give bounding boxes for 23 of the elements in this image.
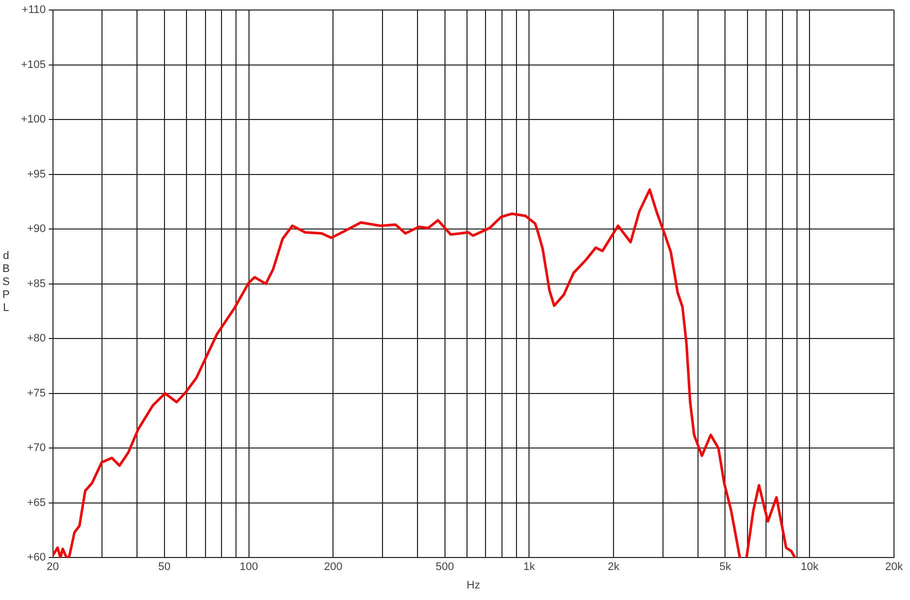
x-tick-label: 100 [240,561,258,574]
x-tick-label: 200 [324,561,342,574]
y-tick-label: +70 [27,442,46,454]
x-tick-label: 500 [436,561,454,574]
x-tick-label: 1k [523,561,536,574]
x-tick-label: 50 [158,561,170,574]
y-tick-label: +110 [22,4,46,16]
y-tick-label: +90 [27,223,46,236]
x-tick-label: 10k [800,561,819,574]
x-axis-title: Hz [466,579,480,592]
y-tick-label: +105 [20,58,46,71]
x-tick-label: 2k [608,561,620,574]
y-tick-label: +65 [27,496,46,509]
y-tick-label: +60 [27,552,46,564]
x-tick-label: 20k [885,561,904,574]
x-tick-label: 20 [46,561,59,574]
y-tick-label: +85 [27,278,46,290]
y-tick-label: +75 [27,387,46,400]
y-axis-title: dB SPL [1,250,11,315]
y-tick-label: +80 [27,332,46,345]
y-tick-label: +100 [20,114,46,126]
x-tick-label: 5k [719,561,732,574]
y-tick-label: +95 [27,168,46,180]
